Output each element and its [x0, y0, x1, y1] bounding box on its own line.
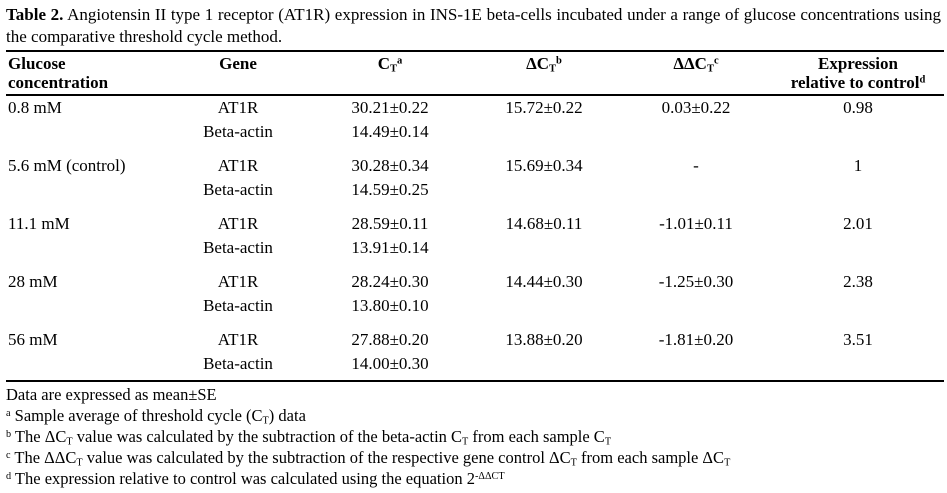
glucose-cell: 11.1 mM: [8, 214, 70, 233]
results-table: Glucose concentration Gene CTa ΔCTb ΔΔCTc…: [6, 50, 944, 382]
table-row: Beta-actin 13.91±0.14: [6, 236, 944, 270]
delta-delta-ct-cell: -: [693, 156, 699, 175]
gene-cell: AT1R: [217, 214, 259, 233]
footnote-b: b The ΔCT value was calculated by the su…: [6, 427, 612, 448]
gene-cell: AT1R: [217, 330, 259, 349]
delta-delta-ct-cell: [620, 178, 772, 212]
delta-delta-ct-cell: -1.01±0.11: [659, 214, 733, 233]
footnote-a: a Sample average of threshold cycle (CT)…: [6, 406, 306, 427]
gene-cell: Beta-actin: [164, 352, 312, 382]
column-header-gene: Gene: [164, 50, 312, 96]
glucose-cell: [6, 352, 164, 382]
column-header-delta-delta-ct: ΔΔCTc: [620, 50, 772, 96]
ct-cell: 30.28±0.34: [351, 156, 429, 175]
expression-cell: [772, 352, 944, 382]
table-row: Beta-actin 13.80±0.10: [6, 294, 944, 328]
footnote-c: c The ΔΔCT value was calculated by the s…: [6, 448, 731, 469]
column-header-glucose-concentration: Glucose concentration: [6, 50, 164, 96]
expression-cell: 1: [853, 156, 863, 175]
glucose-cell: [6, 178, 164, 212]
table-row: 56 mM AT1R 27.88±0.20 13.88±0.20 -1.81±0…: [6, 328, 944, 352]
delta-ct-cell: 14.68±0.11: [505, 214, 583, 233]
expression-cell: 3.51: [843, 330, 873, 349]
column-header-expression: Expression relative to controld: [772, 50, 944, 96]
gene-cell: AT1R: [217, 98, 259, 117]
table-header: Glucose concentration Gene CTa ΔCTb ΔΔCTc…: [6, 50, 944, 96]
ct-cell: 28.24±0.30: [351, 272, 429, 291]
delta-delta-ct-cell: 0.03±0.22: [661, 98, 731, 117]
delta-ct-cell: [468, 178, 620, 212]
delta-ct-cell: 15.69±0.34: [505, 156, 583, 175]
table-caption: Table 2. Angiotensin II type 1 receptor …: [6, 5, 941, 46]
ct-cell: 14.59±0.25: [351, 180, 429, 199]
ct-cell: 13.91±0.14: [351, 238, 429, 257]
ct-cell: 28.59±0.11: [351, 214, 429, 233]
gene-cell: Beta-actin: [203, 180, 273, 199]
expression-cell: 2.38: [843, 272, 873, 291]
table-row: 0.8 mM AT1R 30.21±0.22 15.72±0.22 0.03±0…: [6, 95, 944, 120]
delta-ct-cell: [468, 352, 620, 382]
glucose-cell: 0.8 mM: [8, 98, 62, 117]
delta-delta-ct-cell: [620, 236, 772, 270]
glucose-cell: [6, 236, 164, 270]
table-row: 11.1 mM AT1R 28.59±0.11 14.68±0.11 -1.01…: [6, 212, 944, 236]
delta-delta-ct-cell: -1.81±0.20: [658, 330, 734, 349]
glucose-cell: [6, 120, 164, 154]
gene-cell: AT1R: [217, 156, 259, 175]
gene-cell: Beta-actin: [203, 122, 273, 141]
table-row: Beta-actin 14.59±0.25: [6, 178, 944, 212]
ct-cell: 27.88±0.20: [351, 330, 429, 349]
table-body: 0.8 mM AT1R 30.21±0.22 15.72±0.22 0.03±0…: [6, 95, 944, 382]
footnote-data-note: Data are expressed as mean±SE: [6, 385, 217, 404]
table-row: Beta-actin 14.00±0.30: [6, 352, 944, 382]
expression-cell: [772, 236, 944, 270]
expression-cell: [772, 294, 944, 328]
header-row: Glucose concentration Gene CTa ΔCTb ΔΔCTc…: [6, 50, 944, 96]
expression-cell: [772, 120, 944, 154]
gene-cell: AT1R: [217, 272, 259, 291]
ct-cell: 14.49±0.14: [351, 122, 429, 141]
expression-cell: 0.98: [843, 98, 873, 117]
delta-delta-ct-cell: [620, 294, 772, 328]
delta-ct-cell: [468, 294, 620, 328]
delta-delta-ct-cell: [620, 352, 772, 382]
footnote-d: d The expression relative to control was…: [6, 469, 505, 488]
glucose-cell: 28 mM: [8, 272, 58, 291]
gene-cell: Beta-actin: [203, 238, 273, 257]
ct-cell: 30.21±0.22: [351, 98, 429, 117]
expression-cell: 2.01: [843, 214, 873, 233]
table-row: 28 mM AT1R 28.24±0.30 14.44±0.30 -1.25±0…: [6, 270, 944, 294]
delta-delta-ct-cell: [620, 120, 772, 154]
glucose-cell: 56 mM: [8, 330, 58, 349]
delta-ct-cell: 15.72±0.22: [505, 98, 583, 117]
ct-cell: 14.00±0.30: [312, 352, 468, 382]
glucose-cell: 5.6 mM (control): [8, 156, 126, 175]
delta-ct-cell: 13.88±0.20: [505, 330, 583, 349]
table-row: 5.6 mM (control) AT1R 30.28±0.34 15.69±0…: [6, 154, 944, 178]
table-footnotes: Data are expressed as mean±SE a Sample a…: [6, 384, 941, 489]
column-header-delta-ct: ΔCTb: [468, 50, 620, 96]
delta-ct-cell: [468, 120, 620, 154]
column-header-ct: CTa: [312, 50, 468, 96]
ct-cell: 13.80±0.10: [351, 296, 429, 315]
delta-delta-ct-cell: -1.25±0.30: [658, 272, 734, 291]
expression-cell: [772, 178, 944, 212]
glucose-cell: [6, 294, 164, 328]
gene-cell: Beta-actin: [203, 296, 273, 315]
delta-ct-cell: [468, 236, 620, 270]
delta-ct-cell: 14.44±0.30: [505, 272, 583, 291]
table-row: Beta-actin 14.49±0.14: [6, 120, 944, 154]
